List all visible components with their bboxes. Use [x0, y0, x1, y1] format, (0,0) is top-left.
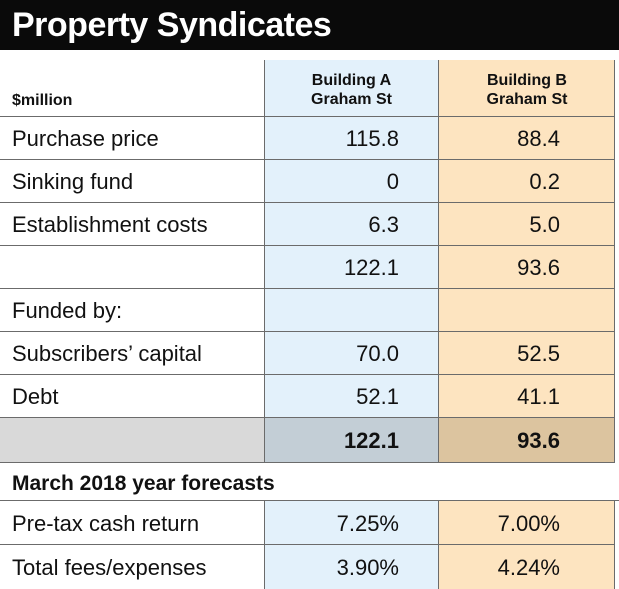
page-title: Property Syndicates [0, 0, 619, 50]
table-row: Establishment costs 6.3 5.0 [0, 203, 615, 246]
forecast-row: Total fees/expenses 3.90% 4.24% [0, 545, 615, 589]
column-header-building-b: Building B Graham St [486, 72, 568, 108]
building-a-subtotal: 122.1 [343, 255, 399, 280]
building-a-value: 7.25% [336, 511, 399, 536]
building-b-value: 5.0 [529, 212, 560, 237]
building-a-value: 3.90% [336, 555, 399, 580]
building-a-total-cell [264, 418, 439, 462]
row-label: Total fees/expenses [12, 555, 207, 580]
column-header-building-a: Building A Graham St [311, 72, 392, 108]
unit-label: $million [12, 92, 73, 109]
building-a-value: 0 [386, 169, 399, 194]
building-b-value: 4.24% [497, 555, 560, 580]
row-label: Establishment costs [12, 212, 208, 237]
building-a-total: 122.1 [343, 428, 399, 453]
forecast-row: Pre-tax cash return 7.25% 7.00% [0, 501, 615, 545]
total-row: 122.1 93.6 [0, 418, 615, 463]
building-b-value: 41.1 [517, 384, 560, 409]
table-header-row: $million Building A Graham St Building B… [0, 60, 615, 117]
building-b-value: 7.00% [497, 511, 560, 536]
building-b-total: 93.6 [517, 428, 560, 453]
forecast-section-header: March 2018 year forecasts [0, 463, 619, 501]
row-label: Sinking fund [12, 169, 134, 194]
building-b-value: 52.5 [517, 341, 560, 366]
building-a-value: 52.1 [356, 384, 399, 409]
building-a-value: 115.8 [345, 126, 399, 151]
building-b-value: 88.4 [517, 126, 560, 151]
row-label: Pre-tax cash return [12, 511, 200, 536]
building-b-value: 0.2 [529, 169, 560, 194]
building-a-value: 6.3 [368, 212, 399, 237]
row-label: Debt [12, 384, 59, 409]
subtotal-row: 122.1 93.6 [0, 246, 615, 289]
table-row: Purchase price 115.8 88.4 [0, 117, 615, 160]
table-row: Debt 52.1 41.1 [0, 375, 615, 418]
forecast-heading: March 2018 year forecasts [12, 472, 275, 495]
table-row: Sinking fund 0 0.2 [0, 160, 615, 203]
table-row: Subscribers’ capital 70.0 52.5 [0, 332, 615, 375]
building-b-total-cell [439, 418, 615, 462]
funded-by-row: Funded by: [0, 289, 615, 332]
row-label: Purchase price [12, 126, 159, 151]
row-label: Funded by: [12, 298, 123, 323]
building-b-subtotal: 93.6 [517, 255, 560, 280]
building-a-value: 70.0 [356, 341, 399, 366]
row-label: Subscribers’ capital [12, 341, 202, 366]
